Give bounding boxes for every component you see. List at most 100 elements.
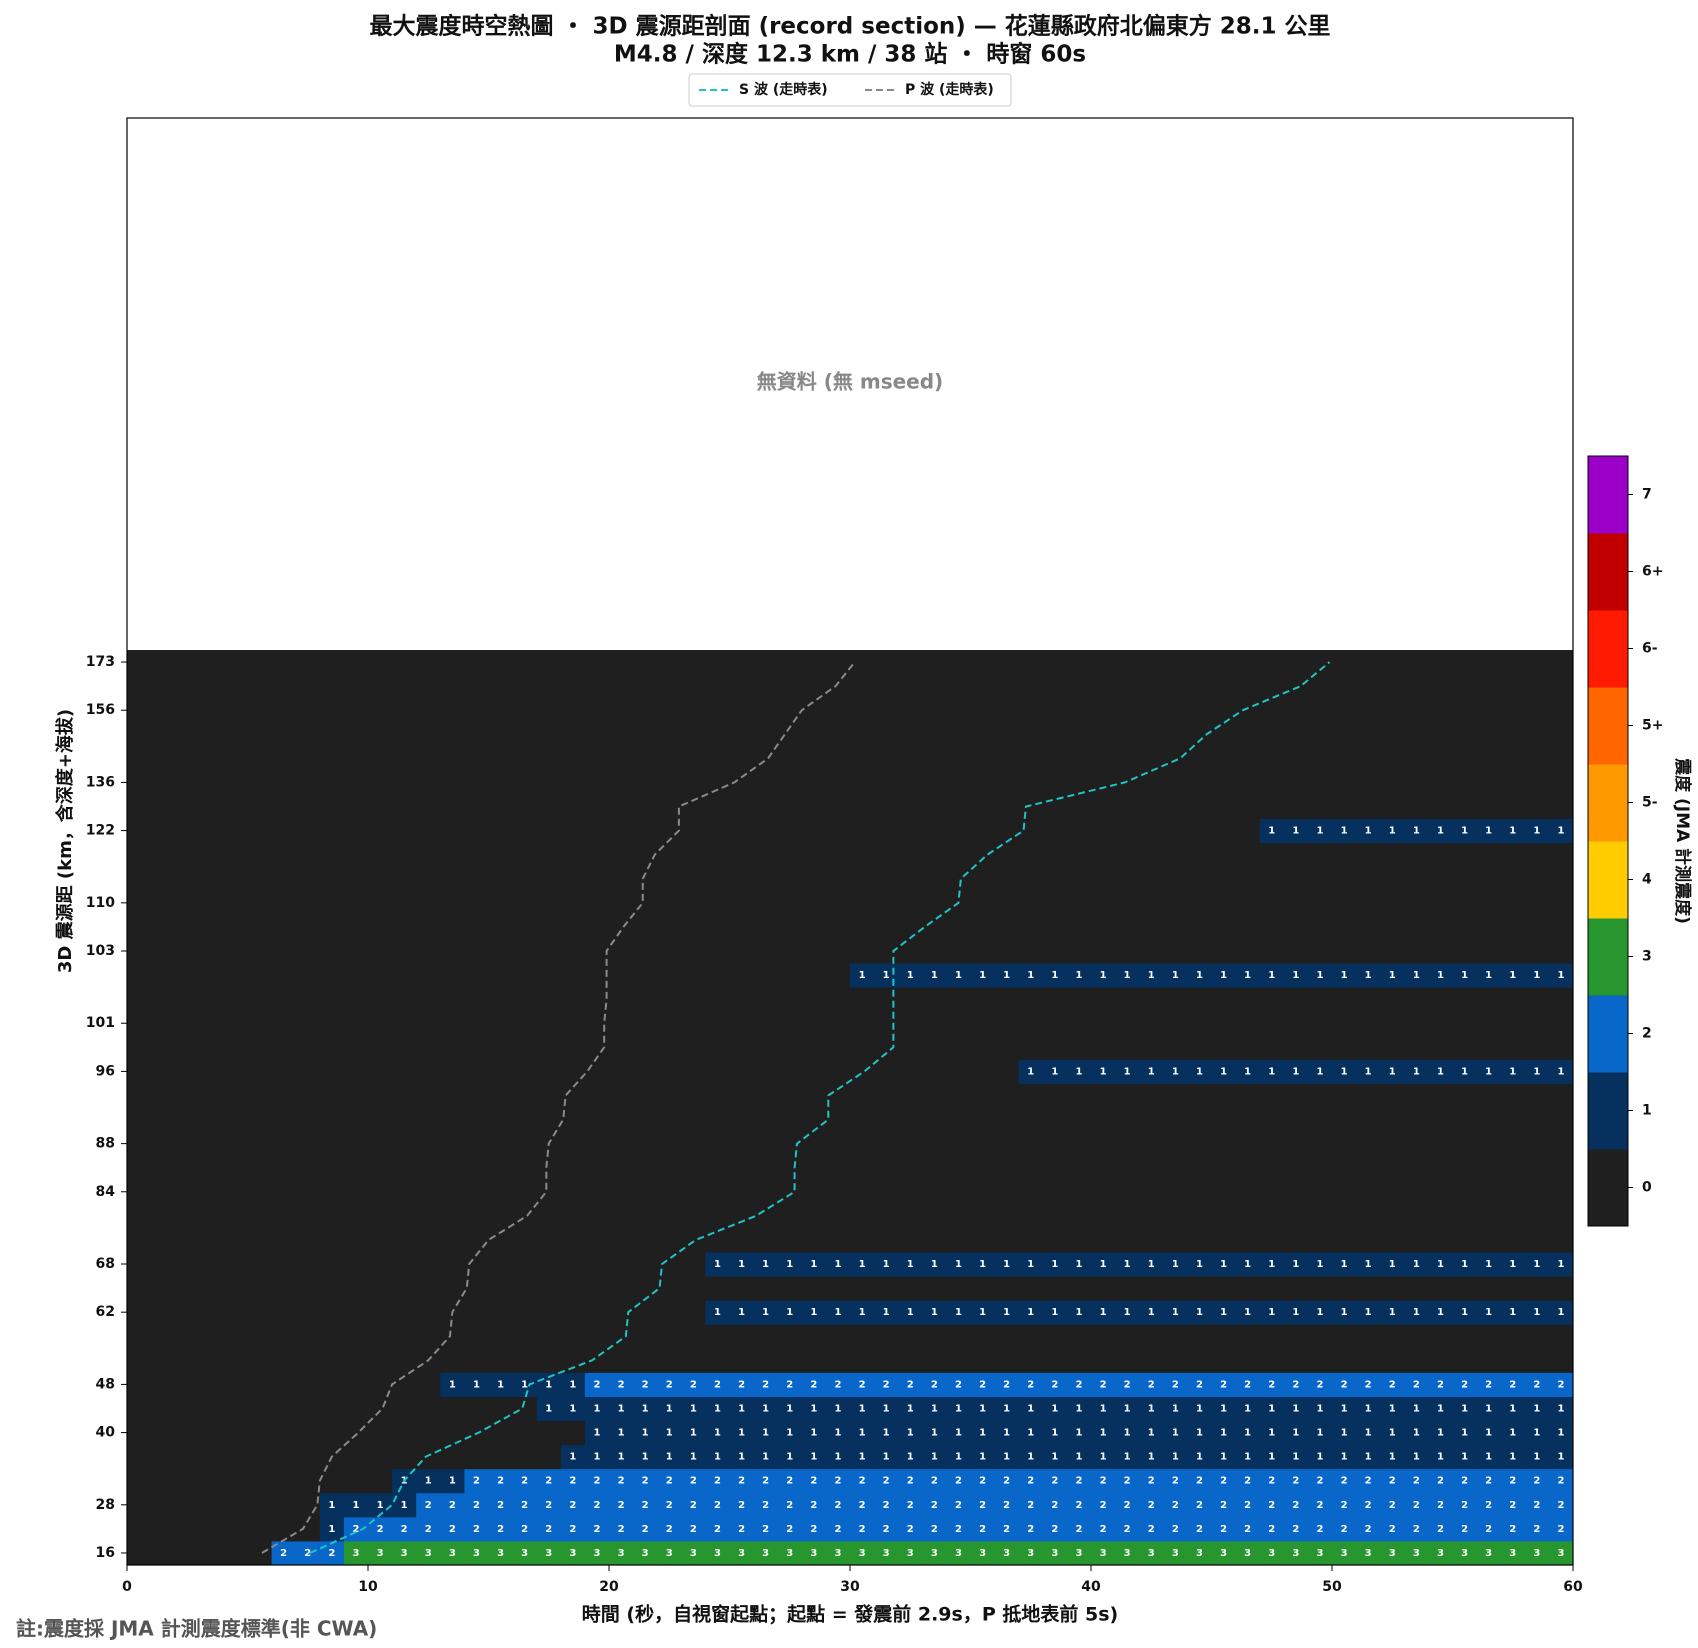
cell — [1211, 1035, 1237, 1060]
cell — [1066, 842, 1092, 868]
cell-label: 1 — [1075, 1403, 1082, 1414]
cell — [560, 818, 586, 844]
cell — [1066, 746, 1092, 771]
cell — [295, 1372, 321, 1397]
cell — [1163, 1324, 1188, 1349]
cell — [151, 1492, 176, 1518]
chart-title: 最大震度時空熱圖 ・ 3D 震源距剖面 (record section) — 花… — [369, 13, 1330, 40]
cell — [633, 1131, 658, 1157]
cell — [1332, 770, 1357, 795]
cell — [1404, 1155, 1429, 1181]
cell — [705, 1035, 730, 1060]
cell — [584, 938, 610, 964]
cell — [609, 770, 634, 795]
cell — [1187, 1083, 1212, 1108]
cell — [440, 1516, 465, 1542]
cell — [970, 1083, 996, 1108]
cell — [247, 1083, 273, 1108]
cell-label: 1 — [1533, 1066, 1540, 1077]
cell — [368, 1324, 393, 1349]
cell — [1211, 842, 1237, 868]
cell — [295, 794, 321, 820]
cell — [560, 963, 586, 988]
cell — [946, 818, 971, 844]
cell — [1380, 1468, 1405, 1494]
cell-label: 1 — [1027, 1307, 1034, 1318]
cell — [247, 987, 273, 1012]
cell — [1404, 1516, 1429, 1542]
cell — [368, 914, 393, 940]
cell — [1452, 1131, 1478, 1157]
cell-label: 1 — [1244, 1403, 1251, 1414]
cell — [1380, 650, 1405, 675]
cell — [1283, 1516, 1309, 1542]
cell — [1500, 674, 1526, 699]
cell — [633, 1179, 658, 1205]
cell — [801, 1131, 827, 1157]
cell-label: 1 — [1365, 1403, 1372, 1414]
y-tick-label: 136 — [86, 774, 115, 790]
cell — [488, 890, 514, 916]
cell — [825, 818, 851, 844]
cell — [1163, 1444, 1188, 1470]
cell-label: 1 — [1557, 1428, 1564, 1439]
cell — [729, 1179, 755, 1205]
cell — [1380, 987, 1405, 1012]
cell-label: 2 — [593, 1500, 600, 1511]
cell — [1500, 1324, 1526, 1349]
cell — [681, 650, 706, 675]
cell — [777, 650, 803, 675]
cell — [705, 794, 730, 820]
cell — [223, 914, 248, 940]
cell — [1307, 1203, 1333, 1229]
cell — [151, 1179, 176, 1205]
cell — [1428, 1011, 1453, 1036]
cell — [416, 1155, 441, 1181]
cell — [343, 1444, 369, 1470]
cell — [175, 1540, 200, 1566]
cell — [127, 1203, 152, 1229]
cell-label: 1 — [1557, 1307, 1564, 1318]
cell — [1283, 1155, 1309, 1181]
cell — [1042, 890, 1068, 916]
cell — [1235, 1251, 1261, 1277]
cell — [1187, 1276, 1212, 1301]
cell — [1548, 987, 1574, 1012]
cell — [223, 1155, 248, 1181]
cell — [1187, 866, 1212, 892]
cell — [464, 650, 489, 675]
cell — [271, 1083, 297, 1108]
cell — [777, 1492, 803, 1518]
cell — [970, 698, 996, 723]
cell-label: 2 — [1100, 1524, 1107, 1535]
cell — [898, 1444, 923, 1470]
cell — [1115, 987, 1140, 1012]
cell — [1235, 698, 1261, 723]
cell — [440, 1179, 465, 1205]
cell — [1042, 1203, 1068, 1229]
cell-label: 1 — [810, 1428, 817, 1439]
cell — [319, 1035, 345, 1060]
cell — [319, 722, 345, 747]
cell-label: 1 — [1389, 1259, 1396, 1270]
cell — [1307, 698, 1333, 723]
cell — [1500, 1468, 1526, 1494]
cell-label: 2 — [1051, 1379, 1058, 1390]
cell — [1332, 674, 1357, 699]
cell-label: 2 — [328, 1548, 335, 1559]
cell — [825, 1251, 851, 1277]
cell-label: 1 — [762, 1307, 769, 1318]
cell — [1018, 1155, 1044, 1181]
x-tick-label: 20 — [599, 1579, 619, 1595]
cell — [825, 1011, 851, 1036]
cell — [657, 890, 682, 916]
cell — [368, 1155, 393, 1181]
cell — [271, 1324, 297, 1349]
cell-label: 1 — [545, 1379, 552, 1390]
cell — [440, 1492, 465, 1518]
cell — [127, 1179, 152, 1205]
cell — [1500, 1444, 1526, 1470]
cell — [1115, 1131, 1140, 1157]
cell — [127, 1107, 152, 1133]
cell — [922, 866, 947, 892]
